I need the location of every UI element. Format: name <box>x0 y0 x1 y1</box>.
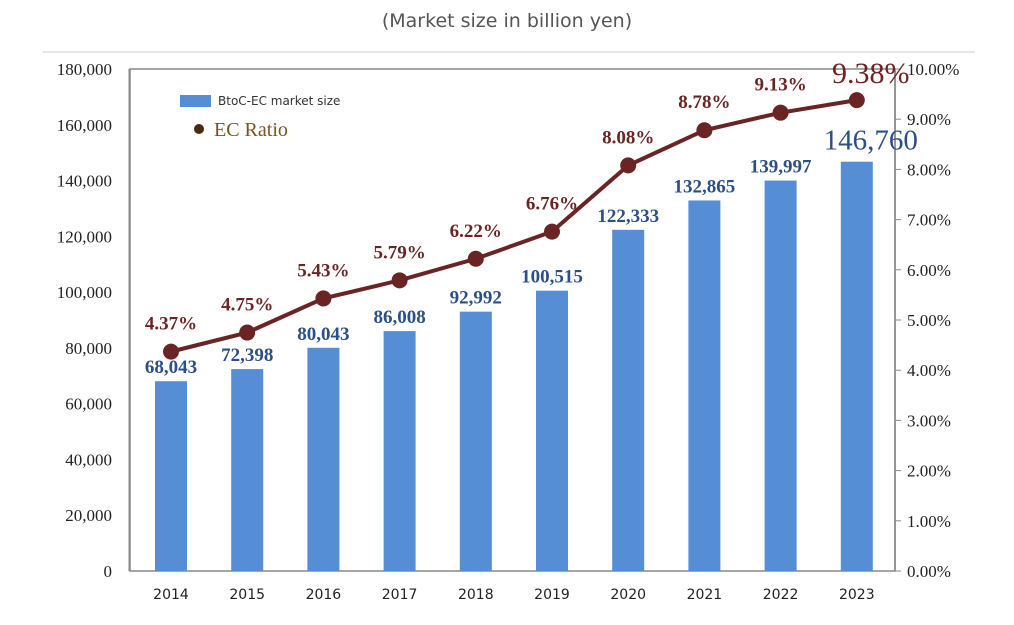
bar-data-label: 68,043 <box>145 357 197 378</box>
ec-ratio-line <box>170 98 858 354</box>
x-tick-label: 2023 <box>839 587 875 603</box>
bar <box>155 381 187 571</box>
line-point <box>696 122 713 139</box>
y-left-tick-label: 60,000 <box>65 395 112 414</box>
y-left-tick-label: 0 <box>104 562 113 581</box>
x-tick-label: 2017 <box>382 587 418 603</box>
bar-data-label: 146,760 <box>824 125 918 157</box>
line-point <box>772 104 789 121</box>
bar-data-label: 139,997 <box>750 157 812 178</box>
y-left-tick-label: 140,000 <box>57 172 112 191</box>
bar-data-label: 72,398 <box>221 345 273 366</box>
x-tick-label: 2019 <box>534 587 570 603</box>
bar-data-label: 132,865 <box>674 176 736 197</box>
line-data-label: 9.38% <box>832 57 910 90</box>
bar <box>231 369 264 571</box>
line-data-label: 4.75% <box>221 295 273 316</box>
x-tick-label: 2020 <box>610 587 646 603</box>
line-point <box>239 324 256 341</box>
y-right-tick-label: 8.00% <box>907 160 951 179</box>
legend-bar-swatch <box>180 95 211 107</box>
bar <box>612 229 645 572</box>
chart-title: (Market size in billion yen) <box>381 10 633 32</box>
y-left-tick-label: 160,000 <box>57 116 112 135</box>
line-data-label: 8.78% <box>678 92 730 113</box>
bar <box>307 347 340 571</box>
y-left-tick-label: 120,000 <box>57 227 112 246</box>
y-right-tick-label: 10.00% <box>907 60 959 79</box>
line-point <box>163 343 179 360</box>
line-point <box>620 157 637 174</box>
line-data-label: 6.22% <box>450 221 502 242</box>
y-right-tick-label: 9.00% <box>907 110 951 129</box>
y-right-tick-label: 5.00% <box>907 311 951 330</box>
line-point <box>315 290 332 307</box>
line-point <box>544 223 560 240</box>
line-point <box>848 92 865 109</box>
line-data-label: 9.13% <box>754 75 806 96</box>
bar-data-label: 92,992 <box>450 288 502 309</box>
x-tick-label: 2022 <box>763 587 799 603</box>
bar <box>459 311 492 571</box>
line-data-label: 6.76% <box>526 194 578 215</box>
legend-line-label: EC Ratio <box>214 119 288 141</box>
x-tick-label: 2016 <box>306 587 342 603</box>
legend-bar-label: BtoC-EC market size <box>218 94 340 108</box>
line-point <box>467 250 484 267</box>
line-data-label: 4.37% <box>145 314 197 335</box>
bar <box>764 180 797 572</box>
bar-data-label: 80,043 <box>297 324 349 345</box>
y-right-tick-label: 6.00% <box>907 261 951 280</box>
x-tick-label: 2018 <box>458 587 494 603</box>
y-right-tick-label: 4.00% <box>907 361 951 380</box>
y-right-tick-label: 0.00% <box>907 562 951 581</box>
bar <box>840 161 873 571</box>
bar-data-label: 100,515 <box>521 267 583 288</box>
y-left-tick-label: 80,000 <box>65 339 112 358</box>
bar-data-label: 86,008 <box>373 307 425 328</box>
line-data-label: 5.43% <box>297 260 349 281</box>
legend: BtoC-EC market size EC Ratio <box>180 94 340 141</box>
bar <box>383 331 416 571</box>
line-data-label: 8.08% <box>602 127 654 148</box>
bar-data-label: 122,333 <box>597 206 659 227</box>
line-data-label: 5.79% <box>373 242 425 263</box>
y-left-tick-label: 100,000 <box>57 283 112 302</box>
bar <box>688 200 721 571</box>
bar <box>536 290 568 571</box>
y-right-tick-label: 2.00% <box>907 462 951 481</box>
x-tick-label: 2021 <box>687 587 723 603</box>
y-right-tick-label: 3.00% <box>907 411 951 430</box>
legend-line-marker <box>194 124 204 134</box>
x-tick-label: 2014 <box>153 587 189 603</box>
line-point <box>391 272 408 289</box>
x-tick-label: 2015 <box>229 587 265 603</box>
y-right-tick-label: 7.00% <box>907 211 951 230</box>
y-left-tick-label: 180,000 <box>57 60 112 79</box>
y-right-tick-label: 1.00% <box>907 512 951 531</box>
y-left-tick-label: 20,000 <box>65 506 112 525</box>
y-left-tick-label: 40,000 <box>65 450 112 469</box>
